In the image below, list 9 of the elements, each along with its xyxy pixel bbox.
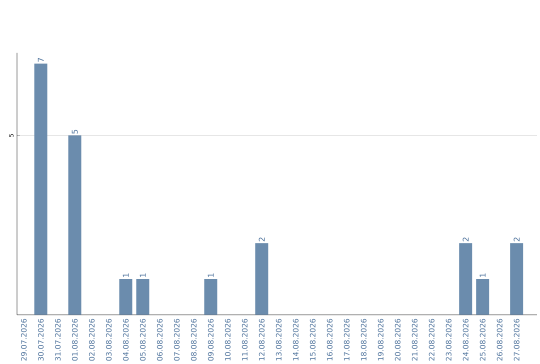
bar (119, 278, 132, 315)
bar (68, 135, 82, 315)
bar (476, 278, 490, 315)
bar (510, 242, 524, 315)
bar (459, 242, 472, 315)
bar (136, 278, 150, 315)
bar (255, 242, 268, 315)
bar (34, 63, 48, 315)
bar (204, 278, 218, 315)
